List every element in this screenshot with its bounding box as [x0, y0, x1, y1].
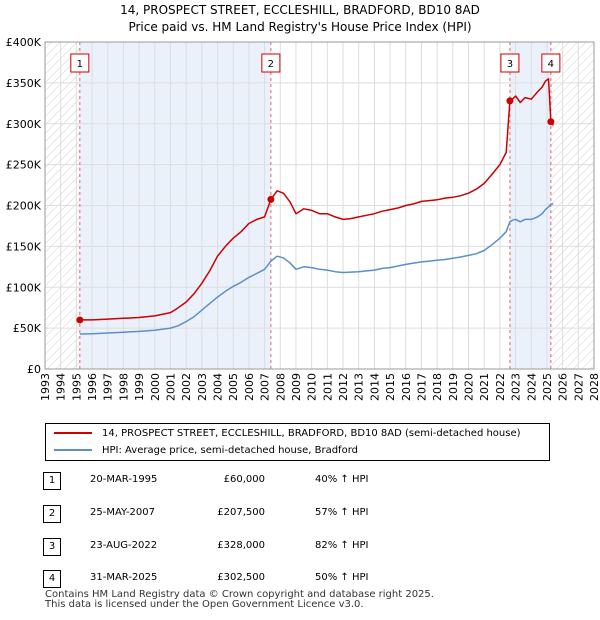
sale-label-box: [541, 53, 561, 73]
x-tick-label: 2008: [274, 373, 287, 401]
sale-label-number: 1: [77, 59, 83, 70]
x-tick-label: 2022: [494, 373, 507, 401]
footer-copyright: Contains HM Land Registry data © Crown c…: [45, 589, 434, 600]
x-tick-label: 2016: [400, 373, 413, 401]
sale-label-number: 3: [507, 59, 513, 70]
x-tick-label: 1996: [86, 373, 99, 401]
x-tick-label: 2018: [431, 373, 444, 401]
x-tick-label: 2010: [306, 373, 319, 401]
title-line-1: 14, PROSPECT STREET, ECCLESHILL, BRADFOR…: [120, 3, 480, 17]
y-tick-label: £150K: [6, 240, 42, 253]
x-tick-label: 2025: [541, 373, 554, 401]
sale-price: £207,500: [217, 507, 265, 518]
sale-marker: [506, 97, 514, 105]
x-tick-label: 1994: [55, 373, 68, 401]
sale-marker: [267, 195, 275, 203]
x-tick-label: 2024: [525, 373, 538, 401]
x-tick-label: 2002: [180, 373, 193, 401]
sale-number-badge: 1: [43, 472, 61, 490]
footer: Contains HM Land Registry data © Crown c…: [45, 590, 434, 610]
title-line-2: Price paid vs. HM Land Registry's House …: [128, 20, 472, 34]
legend-item-property: 14, PROSPECT STREET, ECCLESHILL, BRADFOR…: [54, 426, 521, 442]
x-tick-label: 2017: [415, 373, 428, 401]
x-tick-label: 2015: [384, 373, 397, 401]
x-tick-label: 2021: [478, 373, 491, 401]
x-tick-label: 2011: [321, 373, 334, 401]
price-chart: 1 2 3 4 £0 £50K £100K £150K £200K £250K £300K £350…: [6, 36, 600, 401]
x-tick-label: 1995: [70, 373, 83, 401]
sale-label-box: [70, 53, 90, 73]
sale-date: 31-MAR-2025: [90, 572, 158, 583]
x-tick-label: 2019: [447, 373, 460, 401]
legend: 14, PROSPECT STREET, ECCLESHILL, BRADFOR…: [45, 423, 550, 461]
sale-marker: [547, 118, 555, 126]
x-tick-label: 1993: [39, 373, 52, 401]
plot-frame: [44, 41, 595, 370]
x-tick-label: 2028: [588, 373, 600, 401]
sale-label-number: 2: [268, 59, 274, 70]
sale-date: 25-MAY-2007: [90, 507, 156, 518]
x-tick-label: 2012: [337, 373, 350, 401]
y-tick-label: £250K: [6, 159, 42, 172]
y-tick-label: £50K: [13, 322, 42, 335]
sale-price: £328,000: [217, 540, 265, 551]
x-tick-label: 2001: [164, 373, 177, 401]
legend-swatch-hpi: [54, 449, 92, 451]
sale-number-badge: 4: [43, 570, 61, 588]
legend-label-property: 14, PROSPECT STREET, ECCLESHILL, BRADFOR…: [102, 428, 521, 439]
hpi-line: [79, 203, 554, 335]
y-tick-label: £200K: [6, 200, 42, 213]
y-tick-label: £0: [27, 363, 41, 376]
y-tick-label: £100K: [6, 281, 42, 294]
sale-date: 23-AUG-2022: [90, 540, 158, 551]
y-tick-label: £350K: [6, 77, 42, 90]
sale-date: 20-MAR-1995: [90, 474, 158, 485]
table-row: 1 20-MAR-1995 £60,000 40% ↑ HPI: [43, 470, 543, 494]
table-row: 3 23-AUG-2022 £328,000 82% ↑ HPI: [43, 536, 543, 560]
sale-hpi-change: 57% ↑ HPI: [315, 507, 369, 518]
x-tick-label: 2003: [196, 373, 209, 401]
x-tick-label: 2005: [227, 373, 240, 401]
x-tick-label: 1997: [102, 373, 115, 401]
sale-label-box: [261, 53, 281, 73]
sale-price: £302,500: [217, 572, 265, 583]
x-tick-label: 2009: [290, 373, 303, 401]
table-row: 2 25-MAY-2007 £207,500 57% ↑ HPI: [43, 503, 543, 527]
sale-label-number: 4: [548, 59, 554, 70]
sale-hpi-change: 50% ↑ HPI: [315, 572, 369, 583]
sale-number-badge: 2: [43, 505, 61, 523]
table-row: 4 31-MAR-2025 £302,500 50% ↑ HPI: [43, 568, 543, 592]
x-tick-label: 2027: [572, 373, 585, 401]
x-tick-label: 2000: [149, 373, 162, 401]
y-tick-label: £300K: [6, 118, 42, 131]
x-tick-label: 2004: [212, 373, 225, 401]
y-tick-label: £400K: [6, 36, 42, 49]
x-tick-label: 2020: [463, 373, 476, 401]
sale-label-box: [500, 53, 520, 73]
footer-licence: This data is licensed under the Open Gov…: [45, 599, 364, 610]
sale-marker: [76, 316, 84, 324]
x-tick-label: 2014: [368, 373, 381, 401]
sale-number-badge: 3: [43, 538, 61, 556]
x-tick-label: 2013: [353, 373, 366, 401]
chart-title: 14, PROSPECT STREET, ECCLESHILL, BRADFOR…: [0, 2, 600, 36]
x-tick-label: 2026: [557, 373, 570, 401]
x-tick-label: 2023: [510, 373, 523, 401]
legend-swatch-property: [54, 432, 92, 434]
legend-label-hpi: HPI: Average price, semi-detached house,…: [102, 445, 358, 456]
x-tick-label: 2006: [243, 373, 256, 401]
sale-hpi-change: 40% ↑ HPI: [315, 474, 369, 485]
x-tick-label: 2007: [259, 373, 272, 401]
sale-hpi-change: 82% ↑ HPI: [315, 540, 369, 551]
sale-price: £60,000: [223, 474, 265, 485]
x-tick-label: 1999: [133, 373, 146, 401]
x-tick-label: 1998: [117, 373, 130, 401]
legend-item-hpi: HPI: Average price, semi-detached house,…: [54, 443, 358, 459]
